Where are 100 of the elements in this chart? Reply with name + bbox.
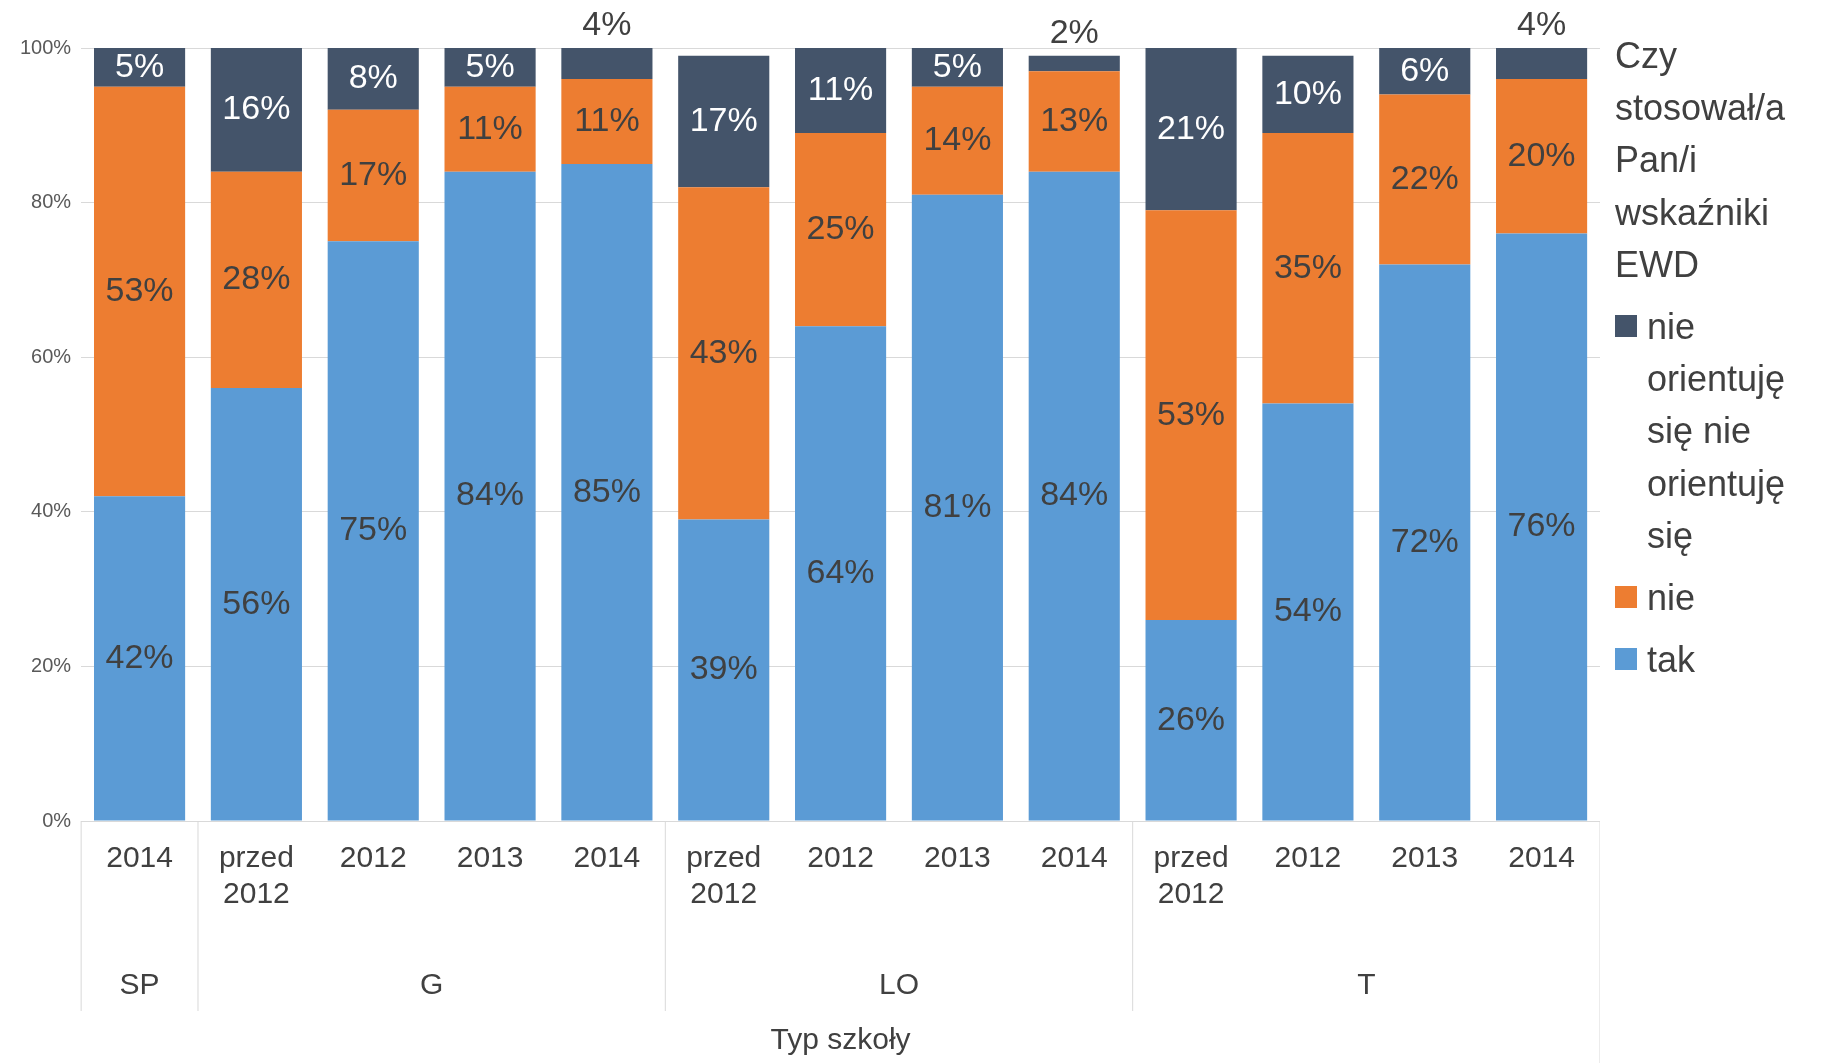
data-label: 43% (689, 331, 758, 370)
data-label: 14% (923, 119, 992, 158)
bar (1262, 403, 1354, 821)
data-label: 4% (582, 4, 632, 43)
data-label: 26% (1157, 698, 1226, 737)
bar (795, 326, 887, 821)
bar (1028, 171, 1120, 821)
data-label: 11% (574, 99, 640, 138)
bar (795, 133, 887, 327)
data-label: 56% (222, 582, 291, 621)
text: SP (119, 967, 160, 1001)
data-label: 17% (339, 153, 408, 192)
legend-label: nie (1647, 575, 1696, 620)
x-tick-label: 2013 (456, 840, 524, 874)
data-label: 16% (222, 88, 291, 127)
data-label: 76% (1507, 505, 1576, 544)
bar (561, 163, 653, 821)
data-label: 54% (1273, 590, 1342, 629)
y-tick-label: 20% (31, 653, 72, 676)
bar (210, 171, 302, 389)
data-label: 10% (1273, 72, 1342, 111)
bar (561, 78, 653, 164)
data-label: 64% (806, 551, 875, 590)
text: G (419, 967, 444, 1001)
bar (678, 187, 770, 520)
data-label: 17% (689, 99, 758, 138)
data-label: 22% (1390, 157, 1459, 196)
bar (1145, 210, 1237, 621)
bar (911, 86, 1003, 195)
data-label: 11% (457, 107, 523, 146)
x-tick-label: 2014 (1040, 840, 1108, 874)
x-tick-label: 2014 (106, 840, 173, 874)
data-label: 53% (1157, 393, 1226, 432)
bar (678, 519, 770, 821)
data-label: 20% (1507, 134, 1576, 173)
bar (1145, 48, 1237, 211)
data-label: 4% (1517, 4, 1567, 43)
data-label: 8% (348, 57, 398, 96)
y-tick-label: 0% (42, 808, 72, 831)
data-label: 81% (923, 486, 992, 525)
bar (1379, 264, 1471, 821)
bar (795, 48, 887, 134)
data-label: 5% (932, 45, 982, 84)
text: LO (878, 967, 920, 1001)
data-label: 53% (105, 269, 174, 308)
bar (1496, 233, 1588, 821)
data-label: 84% (456, 474, 525, 513)
y-tick-label: 80% (31, 190, 72, 213)
bar (911, 194, 1003, 821)
data-label: 28% (222, 258, 291, 297)
data-label: 2% (1049, 12, 1099, 51)
x-tick-label: przed 2012 (218, 840, 294, 910)
x-tick-label: 2012 (807, 840, 874, 874)
bar (210, 48, 302, 172)
bar (1028, 55, 1120, 72)
bar (1496, 78, 1588, 234)
bar (444, 171, 536, 821)
bar (561, 48, 653, 79)
x-tick-label: 2014 (1508, 840, 1575, 874)
y-tick-label: 60% (31, 344, 72, 367)
bar (327, 109, 419, 242)
data-label: 35% (1273, 246, 1342, 285)
y-tick-label: 100% (20, 35, 72, 58)
data-label: 5% (465, 45, 515, 84)
bar (1496, 48, 1588, 79)
bar (327, 48, 419, 110)
data-label: 85% (572, 470, 641, 509)
data-label: 39% (689, 648, 758, 687)
data-label: 5% (115, 45, 165, 84)
y-tick-label: 40% (31, 499, 72, 522)
data-label: 72% (1390, 520, 1459, 559)
bar (1379, 94, 1471, 265)
data-label: 6% (1400, 49, 1450, 88)
data-label: 13% (1040, 99, 1109, 138)
x-tick-label: przed 2012 (1153, 840, 1229, 910)
bar (94, 86, 186, 497)
bar (444, 86, 536, 172)
data-label: 75% (339, 509, 408, 548)
bar (1262, 55, 1354, 134)
data-label: 42% (105, 636, 174, 675)
x-tick-label: 2014 (573, 840, 641, 874)
bar (327, 241, 419, 821)
data-label: 25% (806, 208, 875, 247)
data-label: 84% (1040, 474, 1109, 513)
x-tick-label: 2012 (1274, 840, 1342, 874)
x-tick-label: 2013 (924, 840, 991, 874)
x-tick-label: przed 2012 (686, 840, 762, 910)
bar (1028, 71, 1120, 172)
legend-label: tak (1647, 638, 1696, 683)
text: T (1357, 967, 1376, 1001)
x-tick-label: 2013 (1391, 840, 1459, 874)
data-label: 21% (1157, 107, 1226, 146)
x-tick-label: 2012 (339, 840, 407, 874)
x-axis-title: Typ szkoły (770, 1022, 911, 1056)
bar (94, 496, 186, 821)
bar (678, 55, 770, 188)
bar (1262, 133, 1354, 404)
data-label: 11% (807, 68, 874, 107)
bar (1145, 620, 1237, 821)
bar (210, 388, 302, 821)
